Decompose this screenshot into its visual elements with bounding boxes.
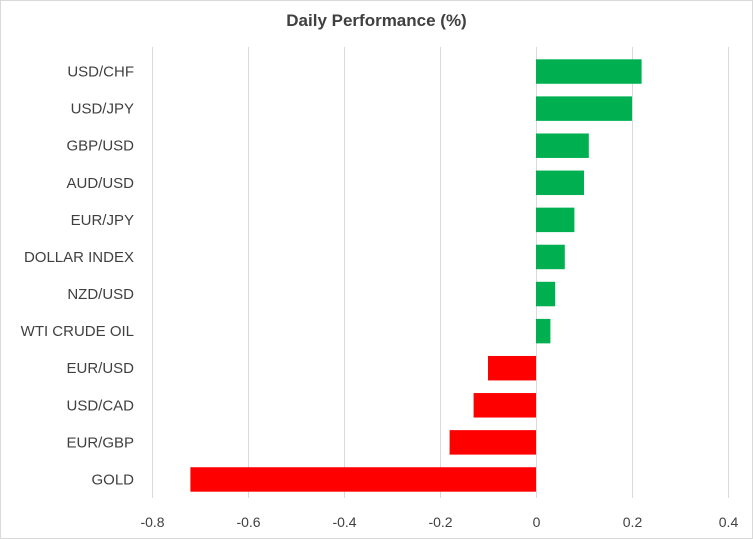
- bar-gold: [190, 467, 536, 492]
- bar-eur-jpy: [536, 207, 575, 233]
- category-labels: USD/CHF USD/JPY GBP/USD AUD/USD EUR/JPY DOLLA…: [21, 64, 135, 489]
- category-label: EUR/JPY: [71, 212, 134, 229]
- bar-usd-chf: [536, 59, 642, 84]
- category-label: AUD/USD: [66, 175, 134, 192]
- bar-usd-jpy: [536, 96, 632, 121]
- gridlines: [152, 47, 729, 498]
- category-label: GOLD: [91, 471, 134, 488]
- x-tick-label: 0.2: [623, 514, 643, 530]
- category-label: NZD/USD: [67, 286, 134, 303]
- category-label: USD/JPY: [71, 101, 134, 118]
- category-label: EUR/USD: [66, 360, 134, 377]
- category-label: GBP/USD: [66, 138, 134, 155]
- bar-eur-usd: [488, 355, 536, 381]
- x-axis-tick-labels: -0.8 -0.6 -0.4 -0.2 0 0.2 0.4: [140, 514, 738, 530]
- bars: [190, 59, 642, 492]
- bar-usd-cad: [473, 393, 536, 418]
- category-label: USD/CAD: [66, 397, 134, 414]
- category-label: EUR/GBP: [66, 434, 134, 451]
- category-label: DOLLAR INDEX: [24, 249, 134, 266]
- category-label: USD/CHF: [67, 64, 134, 81]
- bar-aud-usd: [536, 170, 584, 196]
- x-tick-label: 0.4: [719, 514, 739, 530]
- x-tick-label: 0: [533, 514, 541, 530]
- chart-title: Daily Performance (%): [286, 11, 467, 30]
- bar-gbp-usd: [536, 133, 589, 158]
- x-tick-label: -0.6: [236, 514, 260, 530]
- x-tick-label: -0.8: [140, 514, 164, 530]
- bar-dollar-index: [536, 244, 565, 270]
- category-label: WTI CRUDE OIL: [21, 323, 134, 340]
- bar-nzd-usd: [536, 281, 556, 307]
- bar-wti-crude-oil: [536, 318, 551, 344]
- x-tick-label: -0.4: [332, 514, 356, 530]
- x-tick-label: -0.2: [428, 514, 452, 530]
- bar-eur-gbp: [449, 430, 536, 455]
